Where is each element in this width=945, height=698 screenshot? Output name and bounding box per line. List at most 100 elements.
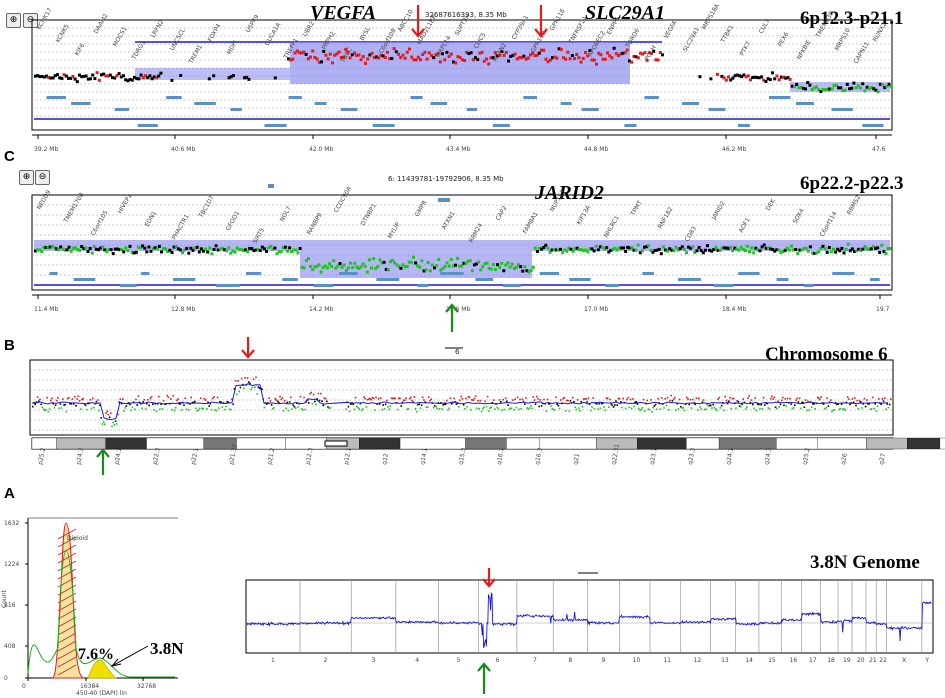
data-point (619, 246, 623, 250)
gene-box (466, 108, 478, 111)
data-point (591, 406, 593, 408)
data-point (170, 398, 172, 400)
data-point (52, 402, 54, 405)
gene-name: MOCS1 (112, 26, 129, 48)
data-point (628, 406, 630, 409)
data-point (722, 246, 726, 250)
gene-name: CAP2 (495, 205, 509, 222)
data-point (828, 401, 831, 403)
data-point (65, 248, 69, 252)
data-point (278, 401, 280, 404)
data-point (634, 248, 638, 252)
data-point (664, 397, 666, 400)
data-point (556, 248, 560, 252)
data-point (212, 74, 216, 78)
data-point (695, 249, 699, 253)
zoom-out-icon[interactable]: ⊖ (35, 170, 50, 185)
hatch (57, 584, 77, 596)
data-point (725, 399, 728, 402)
data-point (443, 403, 446, 405)
data-point (756, 403, 759, 405)
data-point (855, 249, 859, 253)
data-point (717, 398, 719, 401)
data-point (869, 408, 872, 410)
zoom-in-icon[interactable]: ⊕ (6, 13, 21, 28)
data-point (364, 397, 366, 400)
gene-box (268, 184, 274, 188)
data-point (653, 405, 656, 407)
data-point (130, 78, 134, 82)
data-point (584, 248, 588, 252)
data-point (425, 57, 429, 61)
data-point (515, 406, 518, 409)
data-point (392, 47, 396, 51)
data-point (161, 408, 164, 410)
data-point (490, 406, 492, 409)
gene-box (678, 278, 701, 281)
data-point (474, 395, 477, 397)
data-point (806, 81, 810, 85)
data-point (590, 409, 592, 412)
gene-name: NHLRC1 (603, 214, 621, 239)
gene-box (230, 108, 242, 111)
data-point (272, 408, 274, 410)
gene-box (870, 278, 880, 281)
data-point (269, 244, 273, 248)
data-point (307, 257, 310, 261)
data-point (875, 410, 878, 412)
data-point (202, 249, 205, 253)
data-point (270, 404, 273, 406)
data-point (229, 251, 233, 255)
data-point (398, 397, 400, 400)
data-point (842, 251, 846, 255)
data-point (139, 73, 143, 77)
data-point (426, 406, 429, 409)
data-point (293, 405, 296, 408)
data-point (371, 396, 374, 399)
data-point (389, 405, 392, 407)
data-point (435, 264, 439, 268)
percent-label: 7.6% (78, 646, 114, 663)
data-point (40, 403, 42, 406)
data-point (669, 399, 671, 402)
data-point (143, 398, 146, 401)
data-point (615, 248, 619, 252)
data-point (528, 407, 531, 409)
data-point (412, 401, 414, 404)
band-label: p25.2 (37, 447, 47, 465)
hatch (57, 608, 77, 620)
zoom-in-icon[interactable]: ⊕ (19, 170, 34, 185)
arrow-jarid2-head (445, 303, 459, 313)
hatch (57, 664, 77, 676)
data-point (356, 405, 358, 408)
data-point (762, 243, 766, 247)
data-point (832, 84, 836, 88)
data-point (255, 376, 257, 379)
data-point (793, 84, 796, 88)
data-point (456, 402, 459, 405)
data-point (720, 404, 723, 407)
data-point (512, 399, 514, 401)
data-point (462, 261, 466, 265)
data-point (878, 250, 882, 254)
data-point (606, 51, 609, 55)
data-point (780, 399, 783, 402)
data-point (694, 403, 696, 406)
data-point (408, 397, 411, 400)
data-point (863, 397, 866, 400)
data-point (785, 246, 789, 250)
data-point (62, 398, 64, 400)
gene-box (46, 96, 66, 99)
data-point (388, 57, 392, 61)
data-point (368, 53, 372, 57)
data-point (464, 407, 466, 410)
data-point (855, 404, 857, 407)
data-point (595, 62, 598, 66)
data-point (173, 409, 176, 412)
data-point (454, 61, 458, 65)
data-point (336, 264, 340, 268)
data-point (383, 55, 387, 59)
data-point (707, 405, 710, 407)
data-point (59, 403, 62, 405)
data-point (588, 247, 592, 251)
